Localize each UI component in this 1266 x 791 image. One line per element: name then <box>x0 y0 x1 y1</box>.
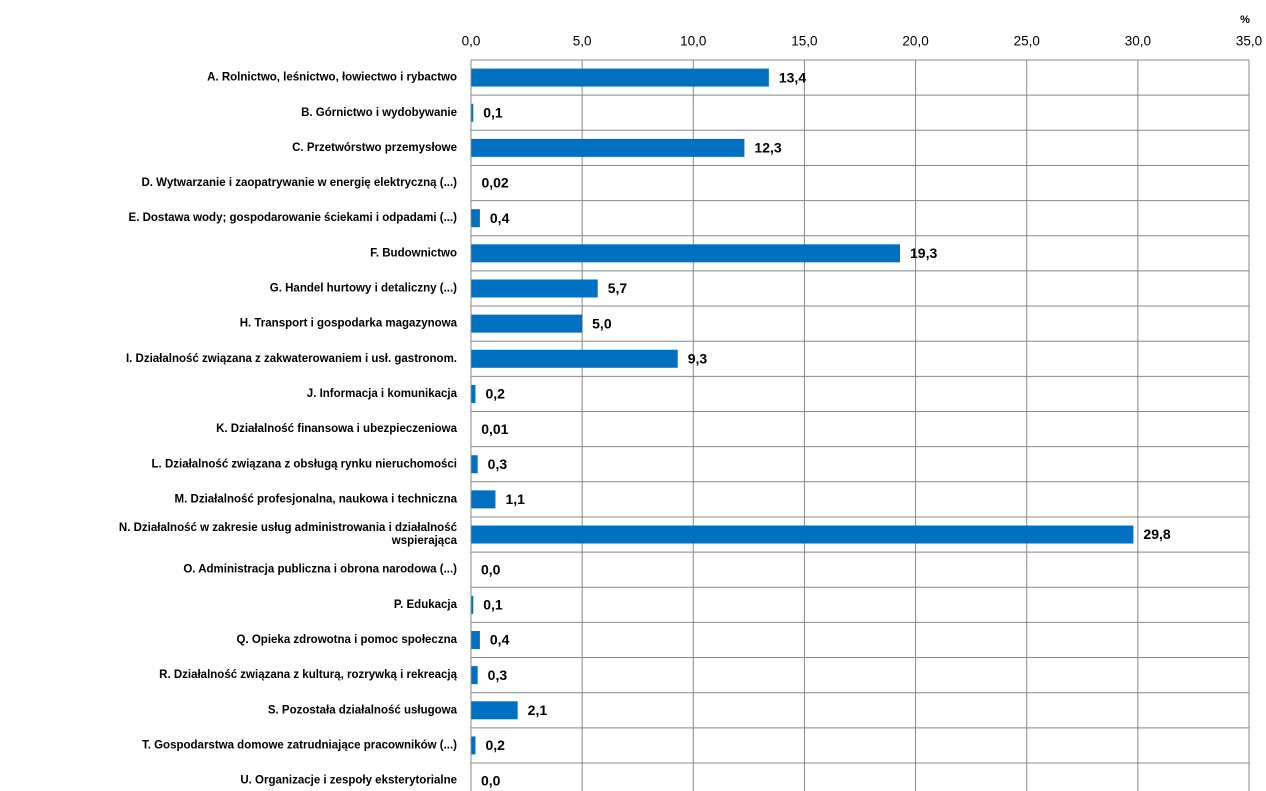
data-label: 0,02 <box>481 175 508 191</box>
y-tick-label: A. Rolnictwo, leśnictwo, łowiectwo i ryb… <box>207 72 457 84</box>
data-label: 0,4 <box>490 632 510 648</box>
x-tick-label: 35,0 <box>1236 34 1262 49</box>
y-tick-label: C. Przetwórstwo przemysłowe <box>292 142 457 154</box>
x-tick-label: 25,0 <box>1014 34 1040 49</box>
data-label: 2,1 <box>528 702 548 718</box>
y-tick-label: K. Działalność finansowa i ubezpieczenio… <box>216 423 458 435</box>
bar <box>471 138 745 157</box>
x-tick-label: 20,0 <box>902 34 928 49</box>
bar <box>471 490 496 509</box>
bar <box>471 630 480 649</box>
bar <box>471 666 478 685</box>
y-tick-label: N. Działalność w zakresie usług administ… <box>119 522 458 547</box>
data-label: 0,2 <box>485 737 505 753</box>
data-label: 0,1 <box>483 597 503 613</box>
y-tick-label: P. Edukacja <box>394 599 458 611</box>
x-tick-label: 0,0 <box>462 34 481 49</box>
x-tick-label: 10,0 <box>680 34 706 49</box>
bar <box>471 525 1134 544</box>
data-label: 29,8 <box>1143 526 1170 542</box>
y-tick-label: O. Administracja publiczna i obrona naro… <box>183 564 457 576</box>
y-tick-label: B. Górnictwo i wydobywanie <box>301 107 457 119</box>
data-label: 1,1 <box>505 491 525 507</box>
bar <box>471 314 583 333</box>
data-label: 0,3 <box>488 456 508 472</box>
bar <box>471 384 476 403</box>
bar <box>471 209 480 228</box>
y-tick-label: F. Budownictwo <box>370 247 457 259</box>
bar <box>471 701 518 720</box>
data-label: 0,2 <box>485 386 505 402</box>
y-tick-label: E. Dostawa wody; gospodarowanie ściekami… <box>129 212 458 224</box>
y-tick-label: H. Transport i gospodarka magazynowa <box>240 318 458 330</box>
bar <box>471 455 478 474</box>
data-label: 0,4 <box>490 210 510 226</box>
y-tick-label: G. Handel hurtowy i detaliczny (...) <box>270 283 457 295</box>
bar <box>471 68 769 87</box>
bar <box>471 244 901 263</box>
data-label: 12,3 <box>754 140 781 156</box>
y-tick-label: R. Działalność związana z kulturą, rozry… <box>159 669 457 681</box>
y-tick-label: M. Działalność profesjonalna, naukowa i … <box>175 493 458 505</box>
data-label: 0,0 <box>481 561 501 577</box>
data-label: 0,0 <box>481 772 501 788</box>
y-tick-label: Q. Opieka zdrowotna i pomoc społeczna <box>237 634 458 646</box>
y-tick-label: S. Pozostała działalność usługowa <box>268 704 458 716</box>
x-tick-label: 30,0 <box>1125 34 1151 49</box>
y-tick-label: L. Działalność związana z obsługą rynku … <box>152 458 457 470</box>
y-tick-label: T. Gospodarstwa domowe zatrudniające pra… <box>142 739 457 751</box>
data-label: 13,4 <box>779 69 806 85</box>
data-label: 0,3 <box>488 667 508 683</box>
bar <box>471 103 474 122</box>
bar <box>471 349 678 368</box>
x-tick-label: 15,0 <box>791 34 817 49</box>
y-tick-label: I. Działalność związana z zakwaterowanie… <box>126 353 457 365</box>
y-tick-label: J. Informacja i komunikacja <box>307 388 458 400</box>
y-tick-label: U. Organizacje i zespoły eksterytorialne <box>240 775 457 787</box>
axis-unit: % <box>1240 14 1250 26</box>
data-label: 5,7 <box>608 280 628 296</box>
bar <box>471 279 598 298</box>
bar <box>471 736 476 755</box>
bar <box>471 595 474 614</box>
data-label: 0,01 <box>481 421 508 437</box>
data-label: 9,3 <box>688 350 708 366</box>
data-label: 5,0 <box>592 315 612 331</box>
y-tick-label: D. Wytwarzanie i zaopatrywanie w energię… <box>141 177 457 189</box>
x-tick-label: 5,0 <box>573 34 592 49</box>
data-label: 0,1 <box>483 104 503 120</box>
data-label: 19,3 <box>910 245 937 261</box>
